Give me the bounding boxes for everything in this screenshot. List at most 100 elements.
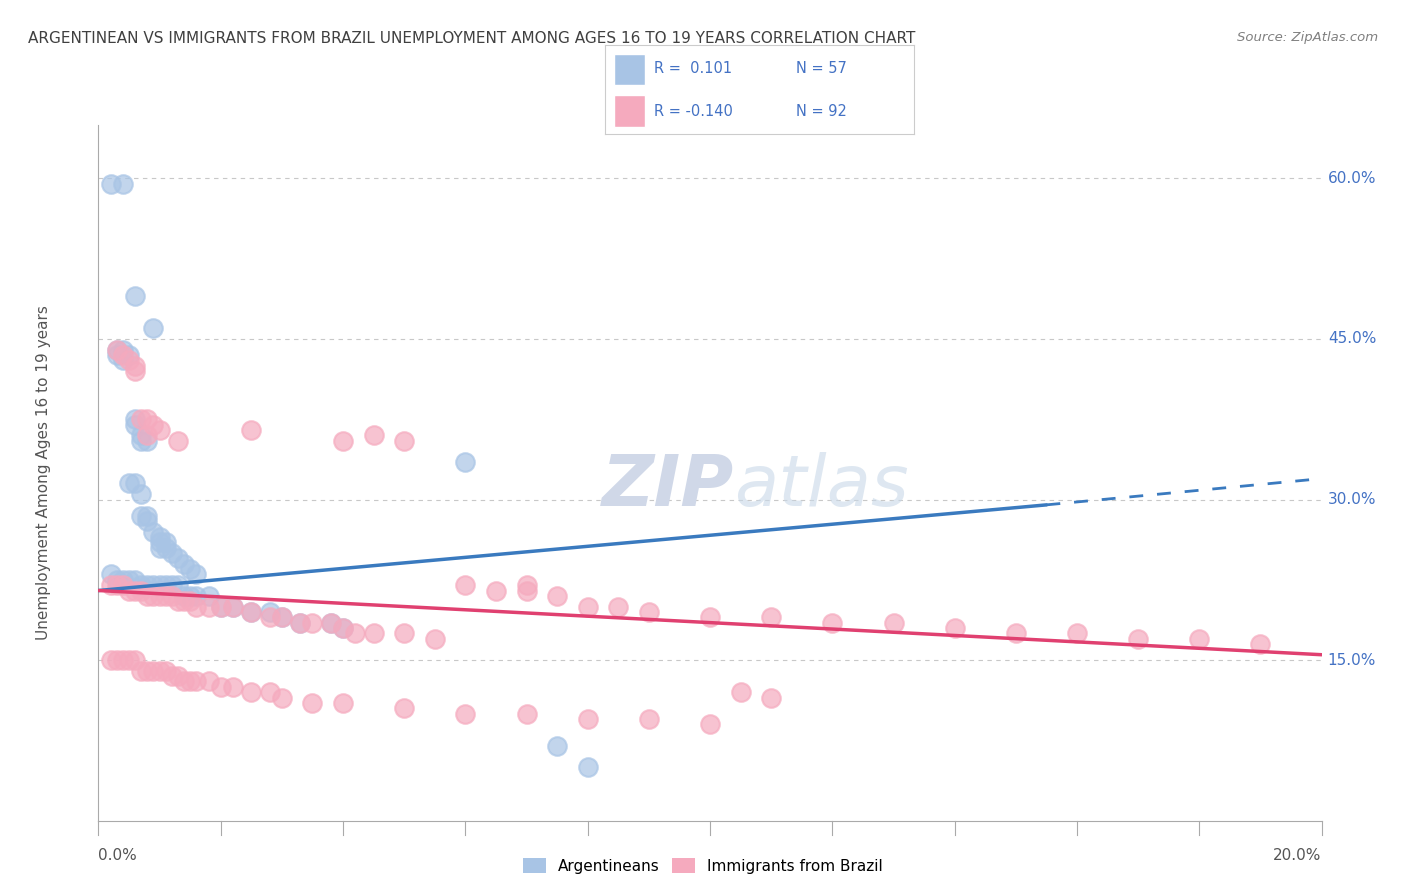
Point [136, 508, 159, 523]
Point [576, 599, 599, 614]
Point [149, 423, 172, 437]
Legend: Argentineans, Immigrants from Brazil: Argentineans, Immigrants from Brazil [517, 852, 889, 880]
Text: 30.0%: 30.0% [1327, 492, 1376, 507]
Point [167, 434, 190, 448]
Point [129, 487, 152, 501]
Point [363, 626, 385, 640]
Point [423, 632, 446, 646]
Text: R =  0.101: R = 0.101 [654, 62, 733, 76]
Point [759, 690, 782, 705]
Point [136, 428, 159, 442]
Point [105, 348, 128, 362]
Point [392, 434, 416, 448]
Point [699, 610, 721, 624]
Point [105, 343, 128, 357]
Point [155, 589, 177, 603]
Point [332, 696, 354, 710]
Point [290, 615, 312, 630]
Point [319, 615, 342, 630]
Bar [614, 95, 645, 127]
Point [259, 685, 281, 699]
Point [301, 696, 323, 710]
Point [111, 343, 134, 357]
Point [209, 599, 232, 614]
Point [301, 615, 323, 630]
Point [160, 546, 183, 560]
Point [124, 412, 146, 426]
Point [332, 621, 354, 635]
Point [160, 578, 183, 592]
Point [149, 535, 172, 549]
Point [179, 562, 201, 576]
Point [821, 615, 844, 630]
Point [576, 760, 599, 774]
Point [240, 685, 263, 699]
Point [173, 557, 195, 571]
Point [332, 621, 354, 635]
Point [943, 621, 966, 635]
Point [637, 605, 661, 619]
Point [454, 578, 477, 592]
Point [485, 583, 508, 598]
Point [142, 578, 165, 592]
Point [637, 712, 661, 726]
Point [124, 289, 146, 303]
Point [111, 578, 134, 592]
Point [209, 599, 232, 614]
Text: Source: ZipAtlas.com: Source: ZipAtlas.com [1237, 31, 1378, 45]
Point [105, 653, 128, 667]
Point [100, 578, 122, 592]
Point [173, 674, 195, 689]
Point [118, 476, 141, 491]
Point [129, 412, 152, 426]
Point [332, 434, 354, 448]
Point [118, 653, 141, 667]
Point [197, 674, 219, 689]
Point [111, 653, 134, 667]
Point [160, 589, 183, 603]
Point [344, 626, 367, 640]
Point [179, 589, 201, 603]
Text: N = 92: N = 92 [796, 104, 848, 119]
Point [576, 712, 599, 726]
Point [209, 680, 232, 694]
Point [186, 599, 208, 614]
Point [240, 605, 263, 619]
Point [124, 359, 146, 373]
Point [111, 573, 134, 587]
Point [516, 578, 538, 592]
Point [111, 348, 134, 362]
Point [186, 589, 208, 603]
Point [392, 626, 416, 640]
Point [111, 177, 134, 191]
Point [454, 706, 477, 721]
Point [186, 567, 208, 582]
Point [129, 578, 152, 592]
Point [222, 680, 245, 694]
Point [454, 455, 477, 469]
Point [149, 530, 172, 544]
Point [167, 594, 190, 608]
Point [118, 573, 141, 587]
Point [240, 423, 263, 437]
Text: N = 57: N = 57 [796, 62, 848, 76]
Text: 0.0%: 0.0% [98, 848, 138, 863]
Point [118, 348, 141, 362]
Point [149, 589, 172, 603]
Point [546, 739, 568, 753]
Point [142, 524, 165, 539]
Text: atlas: atlas [734, 452, 910, 521]
Point [240, 605, 263, 619]
Point [155, 578, 177, 592]
Point [129, 583, 152, 598]
Point [142, 321, 165, 335]
Point [136, 589, 159, 603]
Point [136, 434, 159, 448]
Point [290, 615, 312, 630]
Point [124, 573, 146, 587]
Point [129, 664, 152, 678]
Point [259, 605, 281, 619]
Text: 15.0%: 15.0% [1327, 653, 1376, 667]
Point [105, 573, 128, 587]
Point [129, 434, 152, 448]
